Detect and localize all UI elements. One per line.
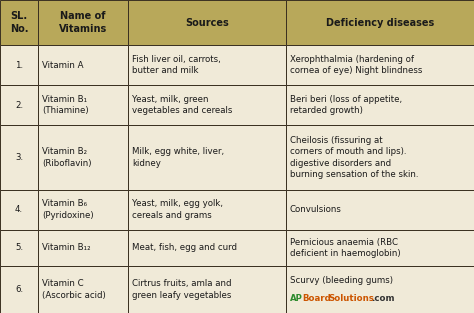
Text: Vitamin B₂
(Riboflavin): Vitamin B₂ (Riboflavin) [42, 147, 91, 167]
Text: Milk, egg white, liver,
kidney: Milk, egg white, liver, kidney [132, 147, 224, 167]
Bar [128, 45, 286, 85]
Text: Vitamin B₁
(Thiamine): Vitamin B₁ (Thiamine) [42, 95, 89, 115]
Bar [0, 45, 38, 85]
Text: SL.
No.: SL. No. [10, 11, 28, 34]
Text: 2.: 2. [15, 101, 23, 110]
Bar [286, 190, 474, 229]
Bar [38, 266, 128, 313]
Bar [0, 190, 38, 229]
Text: Deficiency diseases: Deficiency diseases [326, 18, 434, 28]
Text: Name of
Vitamins: Name of Vitamins [59, 11, 107, 34]
Text: Vitamin C
(Ascorbic acid): Vitamin C (Ascorbic acid) [42, 279, 106, 300]
Bar [128, 0, 286, 45]
Text: 6.: 6. [15, 285, 23, 294]
Text: Pernicious anaemia (RBC
deficient in haemoglobin): Pernicious anaemia (RBC deficient in hae… [290, 238, 401, 258]
Text: Yeast, milk, egg yolk,
cereals and grams: Yeast, milk, egg yolk, cereals and grams [132, 199, 223, 220]
Bar [0, 125, 38, 190]
Bar [286, 45, 474, 85]
Bar [128, 266, 286, 313]
Text: Vitamin A: Vitamin A [42, 61, 83, 70]
Text: 1.: 1. [15, 61, 23, 70]
Text: Yeast, milk, green
vegetables and cereals: Yeast, milk, green vegetables and cereal… [132, 95, 232, 115]
Text: Sources: Sources [185, 18, 229, 28]
Bar [286, 85, 474, 125]
Text: .com: .com [371, 295, 394, 303]
Text: Cheilosis (fissuring at
corners of mouth and lips).
digestive disorders and
burn: Cheilosis (fissuring at corners of mouth… [290, 136, 419, 179]
Bar [286, 266, 474, 313]
Bar [38, 125, 128, 190]
Bar [128, 125, 286, 190]
Text: Cirtrus fruits, amla and
green leafy vegetables: Cirtrus fruits, amla and green leafy veg… [132, 279, 231, 300]
Text: AP: AP [290, 295, 303, 303]
Text: Fish liver oil, carrots,
butter and milk: Fish liver oil, carrots, butter and milk [132, 55, 221, 75]
Text: 4.: 4. [15, 205, 23, 214]
Bar [128, 190, 286, 229]
Text: Vitamin B₆
(Pyridoxine): Vitamin B₆ (Pyridoxine) [42, 199, 94, 220]
Text: Xerophthalmia (hardening of
cornea of eye) Night blindness: Xerophthalmia (hardening of cornea of ey… [290, 55, 422, 75]
Text: Convulsions: Convulsions [290, 205, 342, 214]
Bar [0, 266, 38, 313]
Text: 3.: 3. [15, 153, 23, 162]
Bar [38, 229, 128, 266]
Bar [128, 229, 286, 266]
Text: Board: Board [302, 295, 331, 303]
Bar [38, 190, 128, 229]
Text: Meat, fish, egg and curd: Meat, fish, egg and curd [132, 243, 237, 252]
Bar [0, 229, 38, 266]
Text: Beri beri (loss of appetite,
retarded growth): Beri beri (loss of appetite, retarded gr… [290, 95, 402, 115]
Bar [0, 85, 38, 125]
Bar [286, 0, 474, 45]
Text: Vitamin B₁₂: Vitamin B₁₂ [42, 243, 91, 252]
Bar [286, 125, 474, 190]
Text: Solutions: Solutions [328, 295, 374, 303]
Bar [38, 45, 128, 85]
Bar [38, 85, 128, 125]
Bar [38, 0, 128, 45]
Text: 5.: 5. [15, 243, 23, 252]
Bar [0, 0, 38, 45]
Bar [286, 229, 474, 266]
Bar [128, 85, 286, 125]
Text: Scurvy (bleeding gums): Scurvy (bleeding gums) [290, 276, 393, 285]
